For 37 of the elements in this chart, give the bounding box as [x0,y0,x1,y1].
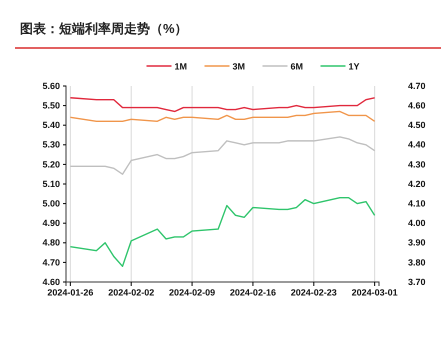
legend-label: 1M [174,62,188,72]
y-tick-label: 5.60 [42,80,60,91]
y-tick-label: 5.00 [42,198,60,208]
line-series [70,110,376,122]
y-tick-label: 5.40 [42,120,60,130]
y-tick-label: 4.70 [42,257,60,268]
y2-tick-label: 4.50 [408,120,426,130]
y-tick-label: 4.80 [42,238,60,248]
x-tick-label: 2024-02-02 [108,287,154,298]
line-series [70,136,376,175]
y2-tick-label: 3.70 [408,276,426,287]
y2-tick-label: 4.20 [408,178,426,189]
y2-tick-label: 4.40 [408,140,426,150]
y-tick-label: 5.30 [42,140,60,150]
legend-label: 1Y [348,62,360,72]
legend-label: 6M [290,62,304,72]
y-tick-label: 4.60 [42,276,60,287]
line-series [70,197,376,268]
y2-tick-label: 4.10 [408,198,426,208]
y-tick-label: 5.20 [42,159,60,170]
y2-tick-label: 4.30 [408,159,426,170]
y2-tick-label: 3.90 [408,238,426,248]
line-series [70,97,376,112]
x-tick-label: 2024-03-01 [352,287,398,298]
y2-tick-label: 3.80 [408,257,426,268]
x-tick-label: 2024-02-09 [169,287,216,298]
x-tick-label: 2024-02-16 [230,287,276,298]
x-tick-label: 2024-01-26 [47,287,94,298]
y-tick-label: 5.50 [42,100,60,110]
legend-label: 3M [232,62,246,72]
y2-tick-label: 4.70 [408,80,426,91]
chart-title: 图表：短端利率周走势（%） [20,21,188,36]
x-tick-label: 2024-02-23 [290,287,337,298]
y-tick-label: 5.10 [42,178,60,189]
y2-tick-label: 4.60 [408,100,426,110]
y2-tick-label: 4.00 [408,218,426,228]
y-tick-label: 4.90 [42,218,60,228]
